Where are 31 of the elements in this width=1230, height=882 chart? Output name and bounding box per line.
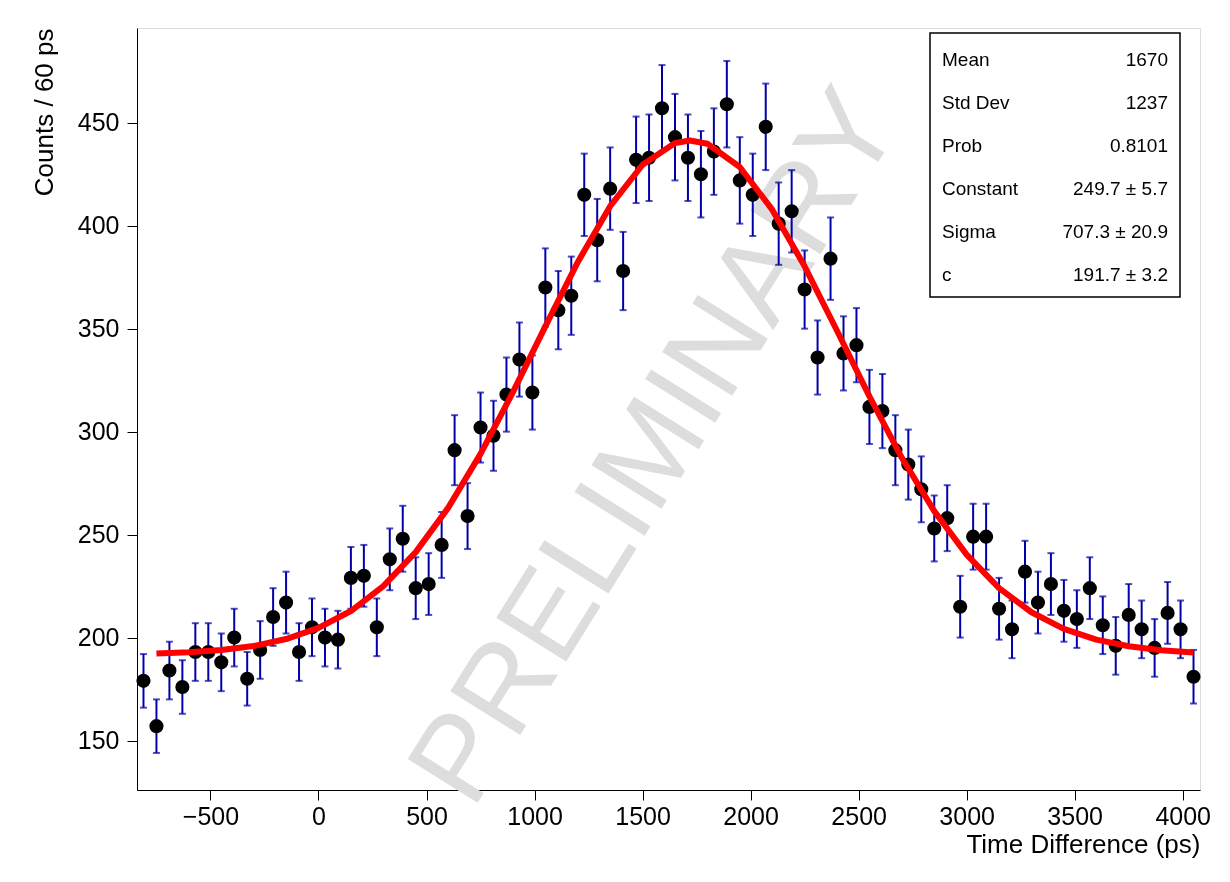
x-tick-label: 2500 (831, 801, 887, 830)
x-tick-label: 0 (312, 801, 326, 830)
y-tick-label: 250 (77, 520, 120, 549)
y-tick-label: 300 (77, 417, 120, 446)
x-tick-label: 4000 (1155, 801, 1212, 830)
y-tick-label: 200 (77, 623, 120, 652)
x-tick-label: 3000 (939, 801, 995, 830)
y-tick-label: 400 (77, 211, 120, 240)
annotation: Constant (942, 178, 1019, 199)
x-tick-label: −500 (182, 801, 240, 830)
annotation: c (942, 264, 952, 285)
annotation: Prob (942, 135, 983, 156)
y-tick-label: 450 (77, 108, 120, 137)
x-axis-title: Time Difference (ps) (966, 828, 1201, 859)
annotation: Std Dev (942, 92, 1011, 113)
y-axis-title: Counts / 60 ps (28, 28, 59, 197)
annotation: 0.8101 (1109, 135, 1168, 156)
x-tick-label: 1000 (507, 801, 563, 830)
annotation: 191.7 ± 3.2 (1073, 264, 1168, 285)
annotation: 249.7 ± 5.7 (1073, 178, 1168, 199)
annotation: 707.3 ± 20.9 (1062, 221, 1168, 242)
annotation: Mean (942, 49, 990, 70)
y-tick-label: 150 (77, 726, 120, 755)
x-tick-label: 500 (406, 801, 448, 830)
x-tick-label: 3500 (1047, 801, 1103, 830)
annotation: Sigma (942, 221, 997, 242)
annotation: 1670 (1125, 49, 1168, 70)
x-tick-label: 2000 (723, 801, 779, 830)
annotation: 1237 (1125, 92, 1168, 113)
y-tick-label: 350 (77, 314, 120, 343)
x-tick-label: 1500 (615, 801, 671, 830)
